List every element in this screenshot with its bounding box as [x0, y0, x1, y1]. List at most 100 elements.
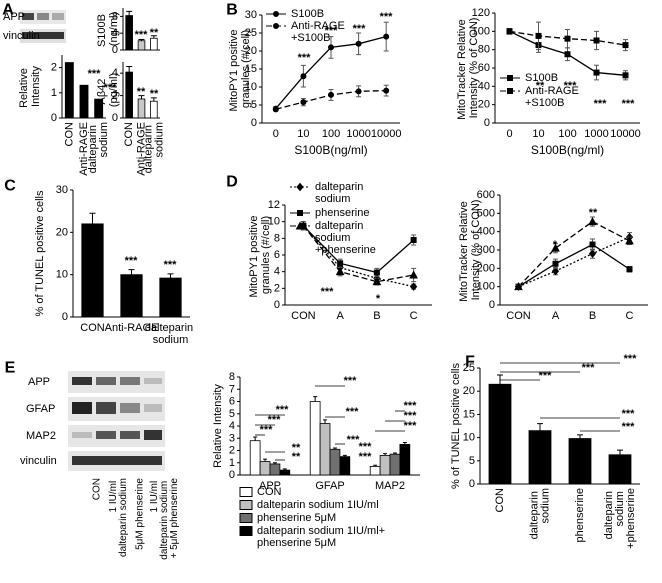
y-axis-label: MitoTracker Relative Intensity (% of CON…	[456, 16, 480, 120]
blot-label: GFAP	[26, 403, 55, 415]
y-tick-label: 5	[251, 99, 257, 111]
y-tick-label: 2	[229, 445, 235, 457]
series-line	[302, 225, 414, 283]
y-tick-label: 0	[469, 478, 475, 490]
point	[383, 33, 390, 40]
lane-label: 5μM phenserine	[135, 478, 146, 550]
y-tick-label: 0	[251, 117, 257, 129]
y-axis-label: Relative Intensity	[212, 384, 224, 468]
blot-label: APP	[3, 11, 25, 23]
point	[593, 37, 600, 44]
y-tick-label: 8	[229, 371, 235, 383]
significance: ***	[164, 259, 178, 271]
significance: **	[292, 451, 301, 463]
x-tick-label: 1000	[584, 128, 608, 140]
bar	[528, 430, 552, 485]
error-bar	[282, 468, 287, 471]
legend-label: dalteparin sodium +phenserine	[315, 220, 376, 256]
y-tick-label: 0	[51, 112, 57, 124]
significance: ***	[622, 408, 636, 420]
blot-strip	[68, 371, 165, 393]
legend-marker	[273, 11, 279, 17]
x-tick-label: 10	[532, 128, 544, 140]
blot-band	[22, 32, 64, 39]
y-tick-label: 2	[112, 90, 118, 102]
y-axis-label: % of TUNEL positive cells	[34, 190, 46, 316]
point	[626, 266, 633, 273]
blot-band	[96, 377, 116, 385]
blot-band	[144, 404, 162, 412]
bar	[159, 277, 182, 318]
bar	[125, 71, 133, 119]
point	[410, 237, 417, 243]
legend-swatch	[239, 513, 253, 523]
blot-band	[37, 13, 49, 20]
y-tick-label: 20	[478, 99, 490, 111]
y-tick-label: 200	[477, 262, 495, 274]
x-tick-label: CON	[291, 310, 316, 322]
legend-swatch	[239, 526, 253, 536]
x-tick-label: APP	[259, 480, 281, 492]
x-tick-label: dalteparin sodium	[142, 122, 165, 173]
point	[506, 28, 513, 35]
y-tick-label: 8	[274, 232, 280, 244]
point	[625, 236, 634, 245]
x-tick-label: 100	[558, 128, 576, 140]
legend-marker	[507, 75, 513, 81]
point	[335, 267, 345, 276]
y-tick-label: 10	[463, 432, 475, 444]
x-tick-label: C	[626, 310, 634, 322]
point	[372, 277, 382, 286]
y-axis-label: MitoTracker Relative Intensity (% of CON…	[458, 198, 482, 302]
significance: ***	[404, 410, 418, 422]
legend-label: phenserine	[315, 207, 369, 219]
significance: ***	[622, 98, 636, 110]
bar	[389, 453, 401, 476]
y-tick-label: 6	[274, 249, 280, 261]
y-tick-label: 2	[51, 62, 57, 74]
significance: ***	[125, 255, 139, 267]
legend-label: dalteparin sodium 1IU/ml+ phenserine 5μM	[257, 525, 388, 549]
error-bar	[537, 423, 543, 431]
series-line	[302, 225, 415, 274]
blot-label: vinculin	[3, 30, 40, 42]
y-tick-label: 400	[477, 226, 495, 238]
x-tick-label: 0	[273, 128, 279, 140]
blot-band	[120, 403, 140, 413]
blot-band	[72, 432, 92, 438]
error-bar	[272, 462, 277, 464]
panel-label: A	[2, 2, 14, 19]
y-tick-label: 100	[472, 25, 490, 37]
significance: ***	[260, 424, 274, 436]
legend-swatch	[239, 500, 253, 510]
significance: ***	[380, 11, 394, 23]
error-bar	[150, 97, 157, 102]
y-tick-label: 40	[478, 80, 490, 92]
error-bar	[402, 442, 407, 445]
significance: ***	[582, 362, 596, 374]
legend-marker	[273, 23, 279, 29]
point	[409, 282, 418, 291]
point	[535, 32, 542, 39]
y-tick-label: 1	[229, 457, 235, 469]
x-tick-label: 10000	[371, 128, 402, 140]
legend-marker	[297, 210, 303, 216]
series-line	[518, 243, 630, 288]
x-tick-label: 1000	[346, 128, 370, 140]
point	[551, 266, 560, 276]
legend-label: S100B	[291, 8, 324, 20]
y-axis-label: Relative Intensity	[18, 65, 42, 108]
significance: ***	[346, 406, 360, 418]
legend-marker	[295, 221, 305, 230]
x-tick-label: C	[410, 310, 418, 322]
y-tick-label: 0	[112, 112, 118, 124]
blot-label: vinculin	[20, 455, 57, 467]
panel-label: C	[4, 178, 16, 195]
y-axis-label: MitoPY1 positive granules (#/cell)	[228, 27, 252, 112]
bar	[399, 443, 411, 476]
significance: ***	[594, 98, 608, 110]
blot-label: APP	[28, 376, 50, 388]
blot-band	[22, 13, 34, 20]
blot-band	[120, 377, 140, 385]
